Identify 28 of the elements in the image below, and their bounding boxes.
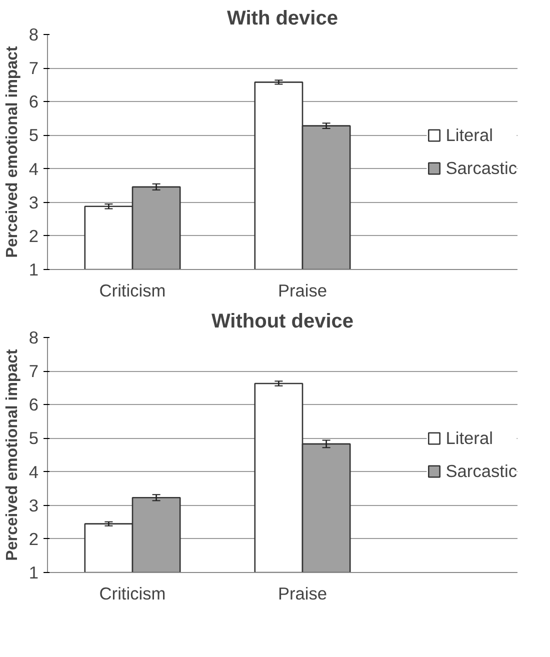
y-tick-label: 2 — [28, 528, 39, 549]
x-tick-label: Criticism — [99, 280, 166, 300]
y-tick-label: 1 — [28, 562, 39, 582]
x-tick-label: Criticism — [99, 584, 166, 604]
legend-label: Literal — [446, 124, 493, 146]
legend-label: Literal — [446, 428, 493, 448]
legend-label: Sarcastic — [446, 158, 517, 178]
y-axis-title: Perceived emotional impact — [4, 46, 21, 258]
y-tick-label: 8 — [28, 328, 39, 348]
y-tick-label: 5 — [28, 428, 39, 448]
y-tick-label: 4 — [28, 158, 39, 179]
chart-title: With device — [227, 8, 338, 30]
y-tick-label: 3 — [28, 495, 39, 516]
y-tick-label: 6 — [28, 92, 39, 112]
x-tick-label: Praise — [278, 280, 328, 300]
legend-label: Sarcastic — [446, 460, 517, 482]
y-tick-label: 1 — [28, 260, 39, 280]
y-tick-label: 4 — [28, 462, 39, 482]
y-tick-label: 7 — [28, 361, 39, 382]
y-tick-label: 7 — [28, 58, 39, 78]
x-tick-label: Praise — [278, 584, 328, 604]
y-axis-title: Perceived emotional impact — [4, 348, 21, 561]
y-tick-label: 5 — [28, 125, 39, 146]
chart-title: Without device — [211, 310, 354, 332]
y-tick-label: 8 — [28, 24, 39, 44]
y-tick-label: 2 — [28, 226, 39, 246]
y-tick-label: 6 — [28, 394, 39, 415]
y-tick-label: 3 — [28, 192, 39, 212]
